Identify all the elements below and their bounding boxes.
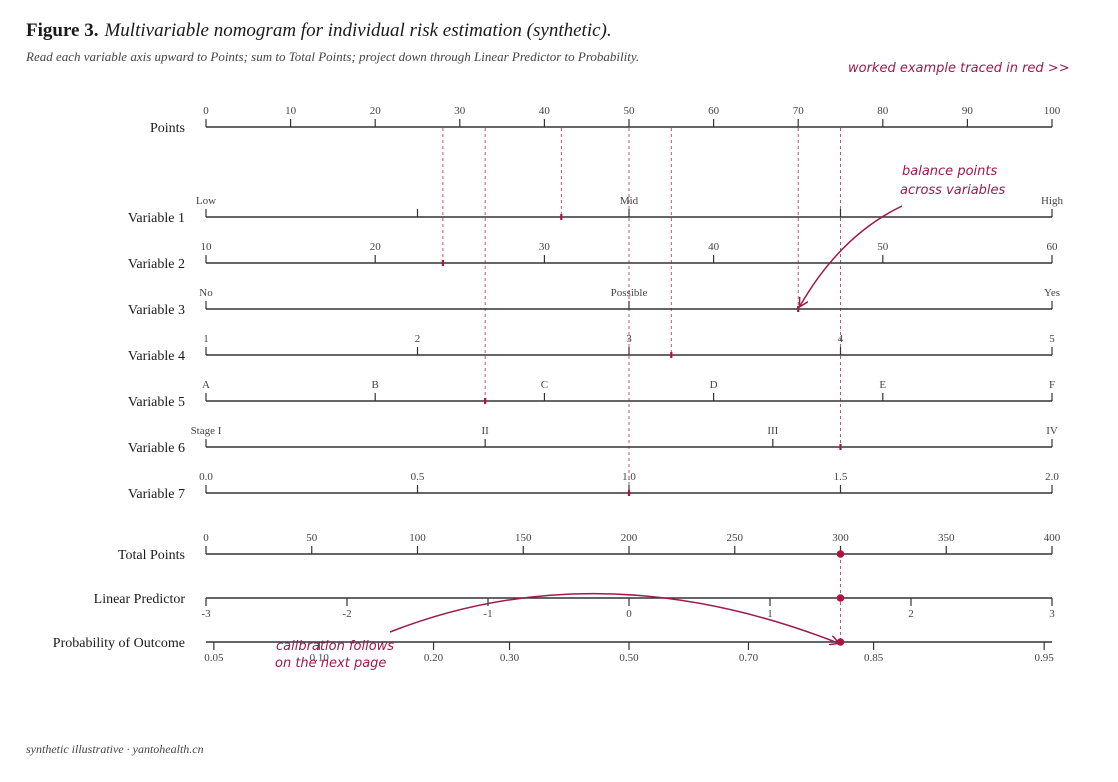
variable-3-tick-label: Possible — [611, 287, 648, 299]
points-tick-label: 80 — [877, 105, 889, 117]
variable-6-tick-label: Stage I — [191, 425, 222, 437]
variable-5-tick-label: A — [202, 379, 210, 391]
points-tick-label: 90 — [962, 105, 974, 117]
figure-label: Figure 3. — [26, 20, 99, 41]
variable-4-tick-label: 5 — [1049, 333, 1055, 345]
points-tick-label: 30 — [454, 105, 466, 117]
total-points-tick-label: 250 — [727, 532, 744, 544]
variable-1-label: Variable 1 — [128, 211, 185, 226]
balance-note-line-2: across variables — [900, 183, 1006, 198]
variable-4-tick-label: 2 — [415, 333, 421, 345]
total-points-tick-label: 200 — [621, 532, 638, 544]
worked-example-markers — [441, 214, 845, 646]
figure-subtitle: Read each variable axis upward to Points… — [26, 49, 640, 64]
variable-2-tick-label: 50 — [877, 241, 889, 253]
points-tick-label: 100 — [1044, 105, 1061, 117]
total-points-tick-label: 100 — [409, 532, 426, 544]
variable-7-tick-label: 0.0 — [199, 471, 213, 483]
calibration-note-line-2: on the next page — [275, 656, 386, 671]
points-tick-label: 50 — [624, 105, 636, 117]
points-tick-label: 0 — [203, 105, 209, 117]
variable-5-tick-label: C — [541, 379, 548, 391]
worked-example-note: worked example traced in red >> — [848, 61, 1070, 76]
figure-title: Figure 3. Multivariable nomogram for indi… — [26, 20, 612, 42]
variable-2-tick-label: 30 — [539, 241, 551, 253]
variable-5-tick-label: F — [1049, 379, 1055, 391]
probability-dot — [836, 638, 845, 646]
variable-7-label: Variable 7 — [128, 487, 185, 502]
variable-6-label: Variable 6 — [128, 441, 185, 456]
linear-predictor-tick-label: 2 — [908, 608, 914, 620]
variable-5-tick-label: D — [710, 379, 718, 391]
probability-tick-label: 0.70 — [739, 652, 759, 664]
points-tick-label: 70 — [793, 105, 805, 117]
probability-tick-label: 0.85 — [864, 652, 884, 664]
variable-7-tick-label: 1.5 — [834, 471, 848, 483]
probability-tick-label: 0.20 — [424, 652, 444, 664]
points-label: Points — [150, 121, 185, 136]
variable-2-label: Variable 2 — [128, 257, 185, 272]
probability-tick-label: 0.30 — [500, 652, 520, 664]
calibration-arrow — [389, 592, 838, 643]
variable-7-tick-label: 0.5 — [411, 471, 425, 483]
variable-3-label: Variable 3 — [128, 303, 185, 318]
total-points-tick-label: 350 — [938, 532, 955, 544]
variable-2-tick-label: 10 — [201, 241, 213, 253]
balance-note-line-1: balance points — [902, 164, 997, 179]
probability-tick-label: 0.50 — [619, 652, 639, 664]
calibration-note-line-1: calibration follows — [276, 639, 394, 654]
variable-6-tick-label: IV — [1046, 425, 1058, 437]
linear-predictor-tick-label: -2 — [342, 608, 351, 620]
guide-lines — [442, 128, 841, 642]
variable-7-tick-label: 2.0 — [1045, 471, 1059, 483]
linear-predictor-tick-label: 1 — [767, 608, 773, 620]
linear-predictor-tick-label: -3 — [201, 608, 211, 620]
total-points-label: Total Points — [118, 548, 185, 563]
variable-4-label: Variable 4 — [128, 349, 185, 364]
variable-4-tick-label: 4 — [838, 333, 844, 345]
variable-2-tick-label: 60 — [1047, 241, 1059, 253]
points-tick-label: 40 — [539, 105, 551, 117]
total-points-tick-label: 0 — [203, 532, 209, 544]
balance-arrow — [800, 205, 903, 306]
probability-tick-label: 0.10 — [310, 652, 330, 664]
total-points-dot — [836, 550, 845, 558]
variable-4-tick-label: 3 — [626, 333, 632, 345]
variable-3-tick-label: Yes — [1044, 287, 1060, 299]
total-points-tick-label: 150 — [515, 532, 532, 544]
probability-label: Probability of Outcome — [53, 636, 185, 651]
variable-5-label: Variable 5 — [128, 395, 185, 410]
total-points-tick-label: 400 — [1044, 532, 1061, 544]
total-points-tick-label: 300 — [832, 532, 849, 544]
linear-predictor-dot — [836, 594, 845, 602]
variable-1-tick-label: Mid — [620, 195, 639, 207]
variable-5-tick-label: B — [372, 379, 379, 391]
probability-tick-label: 0.95 — [1035, 652, 1055, 664]
linear-predictor-tick-label: -1 — [483, 608, 492, 620]
variable-5-tick-label: E — [879, 379, 886, 391]
variable-6-tick-label: III — [767, 425, 778, 437]
linear-predictor-tick-label: 0 — [626, 608, 632, 620]
variable-2-tick-label: 20 — [370, 241, 382, 253]
figure-title-text: Multivariable nomogram for individual ri… — [104, 20, 612, 41]
probability-tick-label: 0.05 — [204, 652, 224, 664]
variable-2-tick-label: 40 — [708, 241, 720, 253]
variable-3-tick-label: No — [199, 287, 213, 299]
linear-predictor-label: Linear Predictor — [94, 592, 186, 607]
points-tick-label: 20 — [370, 105, 382, 117]
variable-1-tick-label: High — [1041, 195, 1064, 207]
variable-1-tick-label: Low — [196, 195, 216, 207]
points-tick-label: 60 — [708, 105, 720, 117]
variable-7-tick-label: 1.0 — [622, 471, 636, 483]
points-tick-label: 10 — [285, 105, 297, 117]
figure-footer: synthetic illustrative · yantohealth.cn — [26, 742, 204, 756]
total-points-tick-label: 50 — [306, 532, 318, 544]
variable-6-tick-label: II — [482, 425, 490, 437]
linear-predictor-tick-label: 3 — [1049, 608, 1055, 620]
variable-4-tick-label: 1 — [203, 333, 209, 345]
